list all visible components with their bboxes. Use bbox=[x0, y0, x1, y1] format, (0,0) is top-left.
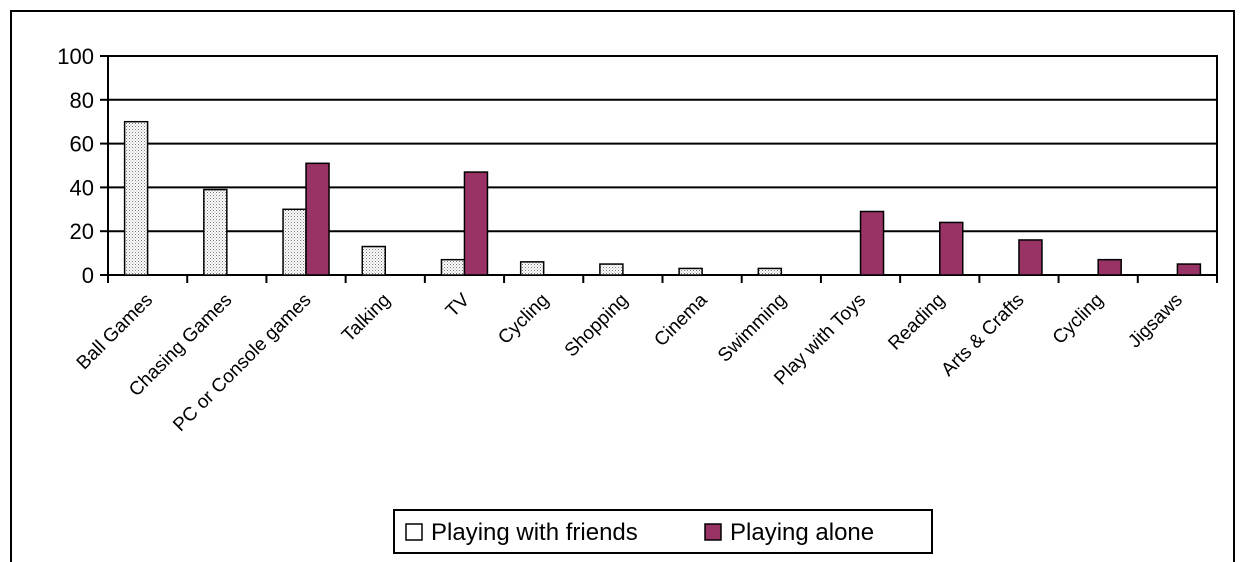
legend-swatch-alone bbox=[704, 523, 722, 541]
x-category-label: PC or Console games bbox=[169, 290, 315, 436]
legend-box bbox=[393, 509, 933, 554]
x-category-label: Swimming bbox=[714, 290, 791, 367]
bar-friends bbox=[757, 267, 783, 276]
bar-friends bbox=[599, 263, 624, 276]
bar-friends bbox=[361, 245, 386, 276]
x-category-label: TV bbox=[442, 289, 474, 321]
x-category-label: Ball Games bbox=[73, 290, 157, 374]
bar-friends bbox=[678, 267, 703, 276]
legend-label-alone: Playing alone bbox=[730, 519, 874, 546]
x-category-label: Cinema bbox=[650, 289, 711, 350]
bar-friends bbox=[203, 188, 228, 276]
plot-area bbox=[107, 55, 1218, 276]
y-tick-label: 40 bbox=[70, 175, 94, 200]
y-tick-label: 0 bbox=[82, 263, 94, 288]
bar-friends bbox=[123, 120, 149, 276]
y-tick-label: 100 bbox=[57, 44, 94, 69]
x-category-label: Arts & Crafts bbox=[938, 290, 1029, 381]
bar-alone bbox=[1097, 258, 1122, 276]
x-category-label: Talking bbox=[338, 290, 395, 347]
bar-alone bbox=[463, 171, 489, 276]
bar-alone bbox=[859, 210, 885, 276]
x-category-label: Cycling bbox=[494, 290, 553, 349]
legend-swatch-friends bbox=[405, 523, 423, 541]
y-tick-label: 20 bbox=[70, 219, 94, 244]
bars bbox=[123, 120, 1202, 276]
bar-friends bbox=[282, 208, 307, 276]
y-tick-label: 80 bbox=[70, 88, 94, 113]
legend-label-friends: Playing with friends bbox=[431, 519, 638, 546]
bar-alone bbox=[305, 162, 330, 276]
bar-alone bbox=[1018, 239, 1043, 276]
bar-friends bbox=[519, 261, 545, 276]
y-axis: 0 20 40 60 80 100 bbox=[57, 44, 108, 288]
bar-friends bbox=[440, 258, 466, 276]
bar-alone bbox=[1176, 263, 1202, 276]
x-category-label: Cycling bbox=[1049, 290, 1108, 349]
legend: Playing with friends Playing alone bbox=[393, 509, 933, 554]
x-category-label: Reading bbox=[884, 290, 949, 355]
x-category-label: Jigsaws bbox=[1124, 290, 1187, 353]
y-tick-label: 60 bbox=[70, 132, 94, 157]
bar-alone bbox=[939, 221, 964, 276]
x-category-label: Shopping bbox=[561, 290, 633, 362]
